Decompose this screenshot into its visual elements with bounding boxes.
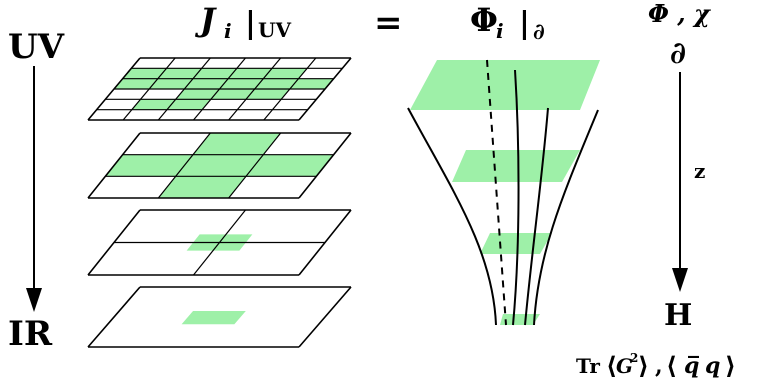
bulk-slice-horizon (500, 314, 540, 325)
source-restriction-uv: UV (258, 18, 291, 42)
lattice-grid-line (298, 57, 352, 121)
funnel-inner-line-1 (512, 69, 520, 326)
right-angle-2: ⟩ (725, 351, 736, 380)
lattice-grid-line (87, 286, 141, 348)
horizon-label: H (664, 298, 692, 333)
bulk-slice-2 (452, 150, 580, 182)
lattice-source-header: J i | UV (194, 1, 291, 43)
lattice-grid-line (157, 132, 211, 199)
lattice-grid-line (298, 132, 352, 199)
lattice-highlight-cell (289, 78, 334, 89)
lattice-grid-line (298, 286, 352, 348)
funnel-dashed-line (486, 59, 507, 326)
quark: q (705, 353, 720, 379)
bulk-field-index: i (496, 19, 504, 43)
bulk-restriction-boundary: ∂ (533, 19, 545, 45)
funnel-right-wall (533, 109, 599, 326)
operator-comma: , (655, 353, 663, 379)
lattice-highlight-cell (105, 154, 334, 177)
lattice-stack (87, 57, 352, 348)
bulk-restriction-bar: | (519, 6, 530, 41)
bulk-funnel (407, 59, 600, 326)
uv-label: UV (8, 27, 65, 67)
lattice-layer-2 (87, 132, 352, 199)
boundary-label: ∂ (670, 36, 686, 71)
fields-label: Φ , χ (648, 0, 711, 28)
funnel-left-wall (407, 107, 497, 326)
lattice-grid-line (193, 209, 246, 276)
lattice-grid-line (87, 132, 141, 199)
lattice-layer-1 (87, 57, 352, 121)
left-angle-1: ⟨ (606, 351, 617, 380)
bulk-slice-boundary (410, 60, 600, 110)
radial-axis-arrowhead (672, 268, 688, 292)
radial-coordinate-label: z (694, 159, 705, 183)
lattice-grid-line (298, 209, 352, 276)
source-symbol: J (194, 1, 217, 39)
lattice-layer-4 (87, 286, 352, 348)
equals-sign: = (374, 3, 403, 43)
bulk-field-symbol: Φ (470, 1, 498, 39)
bulk-slice-3 (480, 233, 552, 254)
right-angle-1: ⟩ (638, 351, 649, 380)
lattice-highlight-cell (158, 176, 246, 198)
lattice-grid-line (228, 132, 282, 199)
funnel-inner-line-2 (524, 107, 549, 326)
source-restriction-bar: | (245, 6, 256, 41)
lattice-layer-3 (87, 209, 352, 276)
source-index: i (224, 19, 232, 43)
gluon-field: G (616, 354, 633, 378)
antiquark: q̅ (684, 353, 699, 379)
lattice-highlight-cell (175, 89, 290, 100)
left-angle-2: ⟨ (666, 351, 677, 380)
bulk-field-header: Φ i | ∂ (470, 1, 545, 45)
gluon-power: 2 (630, 351, 638, 365)
ir-label: IR (8, 314, 53, 354)
lattice-highlight-cell (193, 133, 281, 155)
lattice-highlight-cell (181, 311, 246, 325)
lattice-grid-line (263, 57, 317, 121)
condensate-operators: Tr ⟨ G 2 ⟩ , ⟨ q̅ q ⟩ (576, 351, 736, 380)
rg-flow-arrowhead (26, 288, 42, 312)
trace-label: Tr (576, 354, 600, 378)
